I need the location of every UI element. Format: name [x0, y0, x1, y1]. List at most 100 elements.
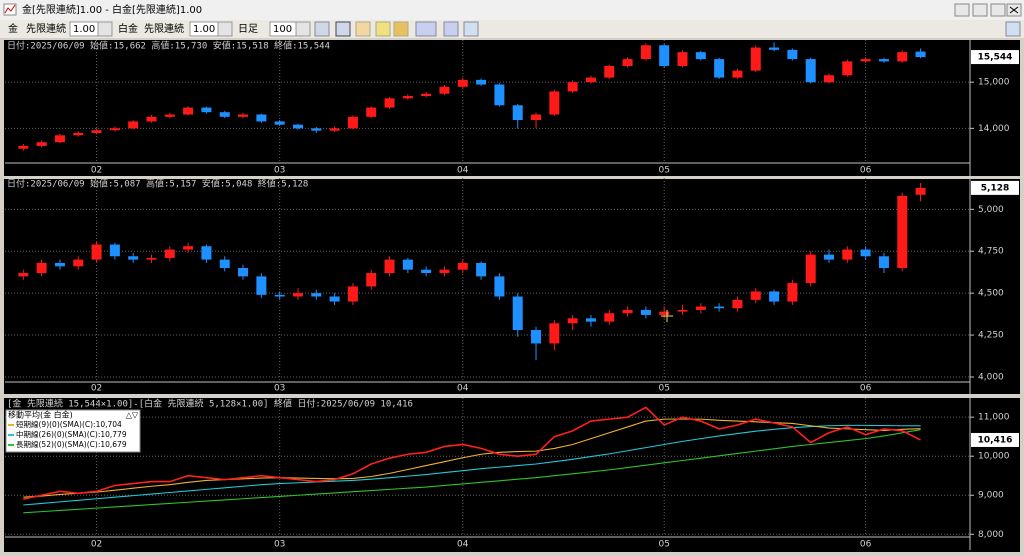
candle-body [256, 114, 267, 122]
candle-body [787, 283, 798, 302]
panel-background [4, 179, 1020, 394]
minimize-button[interactable] [972, 3, 988, 17]
candle-body [695, 306, 706, 310]
y-tick-label: 4,000 [978, 372, 1004, 382]
candle-body [91, 130, 102, 133]
candle-body [73, 132, 84, 136]
candle-body [824, 75, 835, 83]
x-tick-label: 06 [860, 540, 872, 550]
candle-body [274, 294, 285, 297]
last-price-box [971, 432, 1019, 447]
candle-body [109, 128, 120, 131]
x-tick-label: 06 [860, 384, 872, 394]
candle-body [512, 105, 523, 121]
candle-body [915, 51, 926, 58]
panel-header: [金 先限連続 15,544×1.00]-[白金 先限連続 5,128×1.00… [7, 398, 413, 410]
candle-body [585, 77, 596, 83]
candle-body [476, 79, 487, 85]
panel-header: 日付:2025/06/09 始値:15,662 高値:15,730 安値:15,… [7, 40, 330, 52]
tool-button[interactable] [314, 21, 330, 37]
candle-body [329, 128, 340, 131]
candle-body [878, 256, 889, 269]
tool-button[interactable] [375, 21, 391, 37]
x-tick-label: 05 [658, 166, 669, 176]
candle-body [677, 309, 688, 312]
candle-body [878, 59, 889, 62]
window-buttons[interactable] [954, 3, 1022, 17]
candle-body [146, 257, 157, 260]
candle-body [36, 142, 47, 146]
candle-body [787, 49, 798, 60]
panel-background [4, 398, 1020, 552]
x-tick-label: 05 [658, 384, 669, 394]
candle-body [183, 246, 194, 250]
candle-body [750, 291, 761, 300]
candle-body [457, 262, 468, 270]
y-tick-label: 14,000 [978, 124, 1010, 134]
x-tick-label: 06 [860, 166, 872, 176]
candle-body [622, 309, 633, 314]
candle-body [805, 254, 816, 284]
series-line [23, 424, 921, 506]
candle-body [439, 269, 450, 274]
tool-button[interactable] [443, 21, 459, 37]
candle-body [366, 107, 377, 117]
tool-icons [314, 21, 1021, 37]
x-tick-label: 03 [274, 166, 285, 176]
candle-body [677, 52, 688, 67]
candle-body [146, 116, 157, 122]
legend-controls: △▽ [126, 411, 139, 420]
y-tick-label: 5,000 [978, 205, 1004, 215]
x-tick-label: 04 [457, 166, 469, 176]
app-icon-graph [4, 4, 16, 14]
candle-body [549, 323, 560, 344]
symbol2: 白金 [118, 22, 138, 35]
y-tick-label: 4,750 [978, 247, 1004, 257]
tool-button[interactable] [335, 21, 351, 37]
contract1: 先限連続 [26, 22, 66, 35]
y-tick-label: 4,250 [978, 331, 1004, 341]
x-tick-label: 02 [91, 166, 102, 176]
tool-button[interactable] [463, 21, 479, 37]
candle-body [311, 128, 322, 131]
tool-button[interactable] [415, 21, 437, 37]
candle-body [201, 246, 212, 260]
candle-body [164, 114, 175, 117]
multiplier2-spin[interactable] [217, 21, 233, 37]
candle-body [714, 59, 725, 78]
legend-entry: 短期線(9)(0)(SMA)(C):10,704 [16, 419, 122, 429]
candle-body [18, 145, 29, 149]
title-bar [0, 0, 1024, 20]
tool-button[interactable] [393, 21, 409, 37]
maximize-button[interactable] [990, 3, 1006, 17]
candle-body [842, 249, 853, 260]
candle-body [238, 114, 249, 117]
candle-body [402, 96, 413, 99]
candle-body [384, 259, 395, 274]
candle-body [769, 47, 780, 50]
y-tick-label: 15,000 [978, 78, 1010, 88]
candle-body [494, 84, 505, 106]
candle-body [274, 121, 285, 125]
candle-body [824, 254, 835, 260]
multiplier1-spin[interactable] [97, 21, 113, 37]
y-tick-label: 8,000 [978, 530, 1004, 540]
legend-entry: 長期線(52)(0)(SMA)(C):10,679 [16, 439, 127, 449]
candle-body [640, 309, 651, 315]
candle-body [439, 86, 450, 94]
crosshair [661, 310, 673, 322]
candle-body [238, 268, 249, 277]
plots: 14,000 15,000 02 03 04 05 06 日付:2025/06/09 始値:1… [5, 40, 1019, 550]
last-price-label: 5,128 [981, 183, 1009, 193]
tool-button[interactable] [355, 21, 371, 37]
count-spin[interactable] [295, 21, 311, 37]
candle-body [860, 59, 871, 62]
symbol1: 金 [8, 22, 18, 35]
x-tick-label: 05 [658, 540, 669, 550]
tool-button[interactable] [1005, 21, 1021, 37]
candle-body [750, 47, 761, 71]
restore-button[interactable] [954, 3, 970, 17]
candle-body [347, 286, 358, 302]
x-tick-label: 02 [91, 540, 102, 550]
